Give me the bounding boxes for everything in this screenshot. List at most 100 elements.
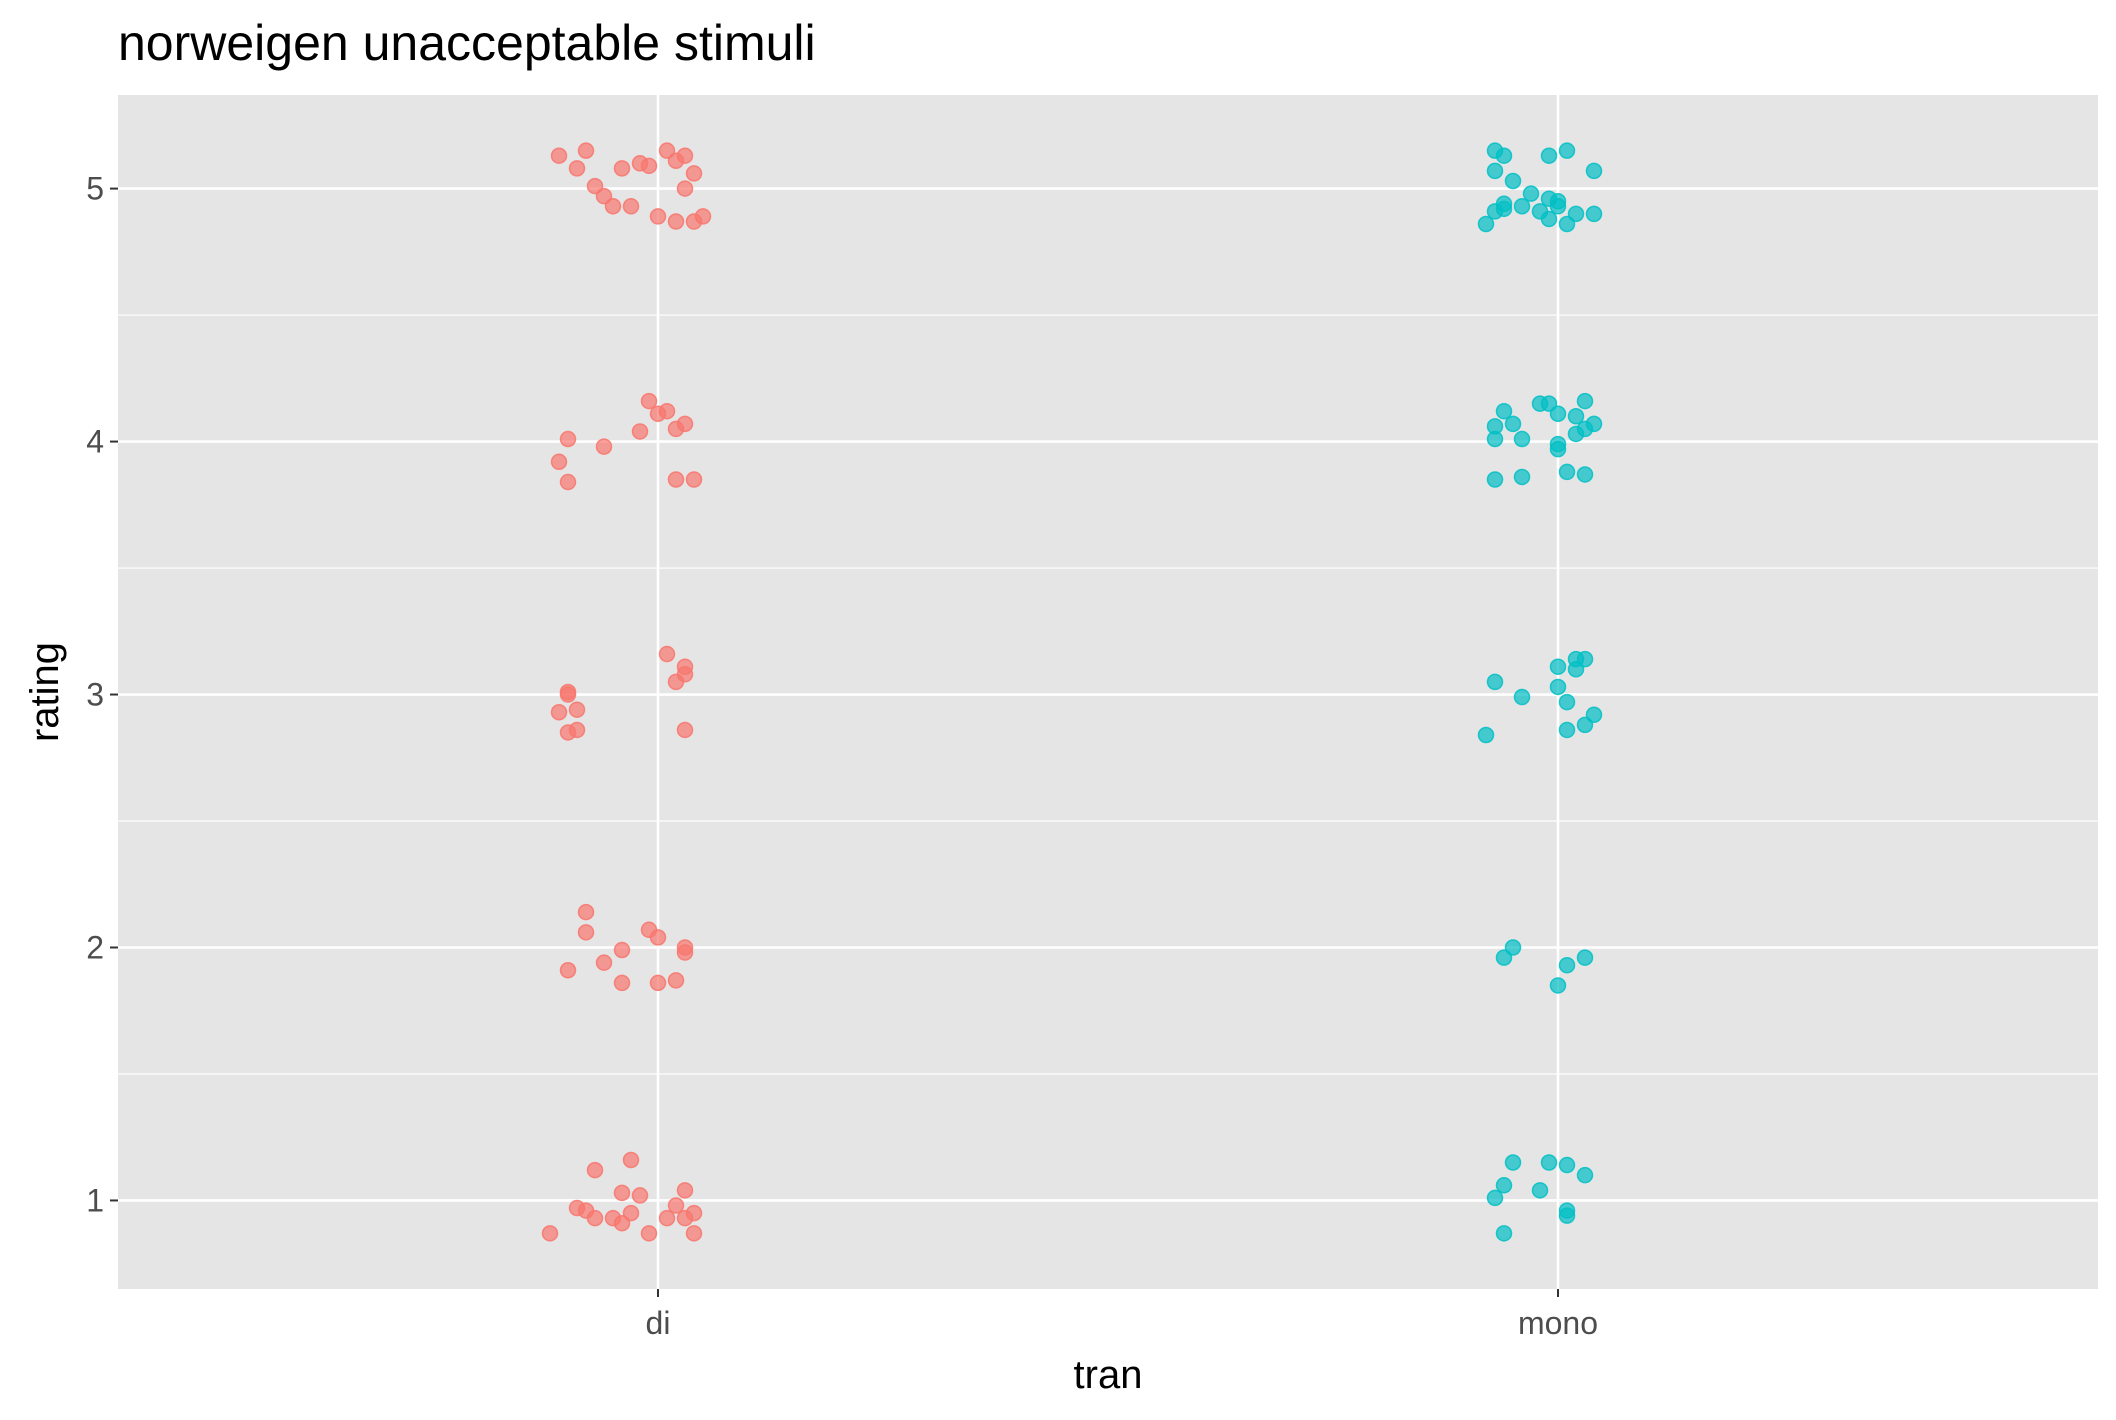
data-point-mono [1585, 205, 1603, 223]
data-point-mono [1558, 1207, 1576, 1224]
data-point-mono [1567, 205, 1585, 223]
data-point-di [685, 1225, 703, 1242]
data-point-di [676, 147, 694, 164]
data-point-mono [1504, 415, 1522, 433]
data-point-mono [1585, 706, 1603, 724]
data-point-di [595, 187, 613, 205]
x-axis-title: tran [1074, 1353, 1143, 1397]
y-tick-label: 2 [86, 929, 104, 965]
data-point-mono [1504, 939, 1522, 956]
data-point-di [622, 1204, 640, 1222]
data-point-mono [1477, 215, 1495, 233]
data-point-di [631, 1187, 649, 1204]
data-point-mono [1486, 471, 1504, 488]
data-point-di [586, 1161, 604, 1179]
data-point-mono [1540, 210, 1558, 228]
data-point-mono [1513, 198, 1531, 215]
data-point-mono [1540, 395, 1558, 412]
data-point-mono [1477, 726, 1495, 744]
data-point-di [613, 1184, 631, 1202]
data-point-mono [1522, 185, 1540, 202]
data-point-di [658, 142, 676, 159]
data-point-di [550, 147, 568, 164]
data-point-mono [1486, 1189, 1504, 1207]
data-point-di [685, 165, 703, 182]
data-point-mono [1576, 716, 1594, 734]
data-point-di [568, 721, 586, 739]
data-point-di [631, 423, 649, 440]
data-point-mono [1513, 468, 1531, 486]
data-point-di [568, 701, 586, 718]
data-point-mono [1549, 678, 1567, 696]
data-point-di [694, 208, 712, 225]
data-point-di [676, 180, 694, 197]
data-point-mono [1504, 1154, 1522, 1171]
data-point-mono [1558, 956, 1576, 974]
y-tick-label: 3 [86, 677, 104, 713]
data-point-di [667, 420, 685, 438]
data-point-di [667, 471, 685, 488]
data-point-mono [1549, 405, 1567, 422]
data-point-di [658, 1209, 676, 1227]
data-point-di [676, 666, 694, 683]
data-point-di [613, 974, 631, 992]
data-point-di [559, 686, 577, 703]
x-tick-label: mono [1518, 1305, 1598, 1341]
data-point-di [676, 1182, 694, 1199]
data-point-mono [1495, 949, 1513, 966]
data-point-mono [1513, 688, 1531, 706]
data-point-mono [1549, 658, 1567, 675]
axis-layer: 1 2 3 4 5 di mono [86, 171, 1598, 1341]
data-point-di [550, 703, 568, 721]
data-point-mono [1549, 440, 1567, 458]
data-point-di [586, 1209, 604, 1227]
data-point-mono [1567, 660, 1585, 678]
data-point-di [685, 1204, 703, 1222]
data-point-mono [1558, 721, 1576, 739]
data-point-mono [1567, 425, 1585, 443]
points-layer [541, 142, 1603, 1242]
data-point-di [595, 954, 613, 971]
data-point-di [559, 473, 577, 491]
data-point-di [622, 1151, 640, 1169]
data-point-mono [1495, 1177, 1513, 1194]
data-point-mono [1486, 673, 1504, 691]
data-point-mono [1486, 430, 1504, 448]
data-point-di [622, 198, 640, 215]
data-point-di [577, 903, 595, 921]
data-point-di [586, 177, 604, 195]
data-point-di [613, 160, 631, 177]
data-point-mono [1504, 172, 1522, 190]
data-point-di [604, 198, 622, 215]
data-point-mono [1531, 1182, 1549, 1199]
data-point-di [613, 941, 631, 959]
data-point-mono [1576, 466, 1594, 483]
data-point-mono [1585, 415, 1603, 433]
chart-title: norweigen unacceptable stimuli [118, 15, 816, 71]
data-point-di [640, 1225, 658, 1242]
data-point-mono [1495, 402, 1513, 420]
data-point-mono [1540, 1154, 1558, 1171]
data-point-di [559, 962, 577, 979]
data-point-mono [1495, 1225, 1513, 1242]
data-point-mono [1567, 408, 1585, 425]
data-point-di [667, 213, 685, 230]
data-point-mono [1540, 147, 1558, 164]
data-point-di [649, 974, 667, 992]
data-point-di [658, 402, 676, 420]
data-point-mono [1549, 198, 1567, 215]
data-point-di [649, 208, 667, 225]
data-point-mono [1576, 949, 1594, 966]
data-point-di [649, 929, 667, 946]
data-point-di [568, 160, 586, 177]
y-axis-title: rating [23, 642, 67, 742]
plot-panel [118, 95, 2098, 1289]
data-point-di [667, 1197, 685, 1214]
data-point-di [658, 645, 676, 663]
y-tick-label: 4 [86, 424, 104, 460]
data-point-mono [1558, 1156, 1576, 1174]
data-point-di [595, 438, 613, 455]
data-point-mono [1558, 215, 1576, 233]
data-point-mono [1486, 162, 1504, 180]
